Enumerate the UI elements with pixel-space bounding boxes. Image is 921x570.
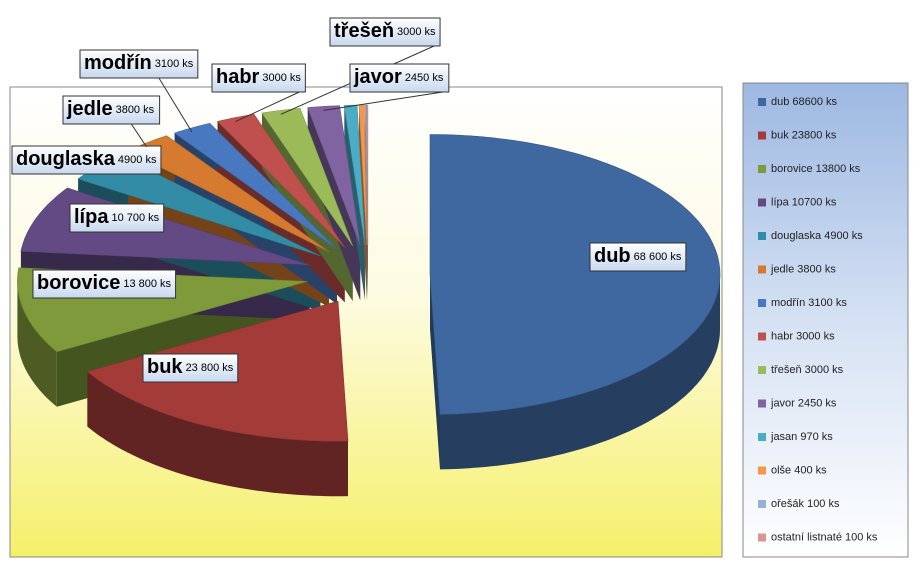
slice xyxy=(343,104,366,246)
data-label-value: 10 700 ks xyxy=(111,212,159,224)
data-label-box xyxy=(349,63,450,93)
legend-swatch xyxy=(758,198,766,207)
legend-swatch xyxy=(758,98,766,106)
leader-line xyxy=(235,91,300,123)
legend-label: lípa 10700 ks xyxy=(771,196,837,208)
legend-label: borovice 13800 ks xyxy=(771,163,861,175)
slice-side xyxy=(87,371,349,497)
data-label: modřín 3100 ks xyxy=(79,49,199,79)
leader-line xyxy=(130,123,147,148)
data-label-text: douglaska 4900 ks xyxy=(16,148,157,170)
data-label-box xyxy=(329,17,441,47)
data-label-box xyxy=(79,49,199,79)
legend-label: modřín 3100 ks xyxy=(771,297,847,309)
legend-label: třešeň 3000 ks xyxy=(771,364,844,376)
data-label-box xyxy=(69,203,165,233)
data-label: třešeň 3000 ks xyxy=(329,17,441,47)
legend-label: douglaska 4900 ks xyxy=(771,230,863,242)
data-label-text: habr 3000 ks xyxy=(216,66,301,88)
data-label-name: borovice xyxy=(37,272,120,294)
data-label-name: buk xyxy=(147,356,183,378)
data-label-text: lípa 10 700 ks xyxy=(74,206,160,228)
leader-line xyxy=(158,77,193,133)
data-label: buk 23 800 ks xyxy=(142,353,239,383)
data-label-value: 3100 ks xyxy=(155,58,194,70)
data-label-text: buk 23 800 ks xyxy=(147,356,234,378)
slice-side xyxy=(17,281,57,407)
data-label-name: modřín xyxy=(84,52,152,74)
data-label-text: borovice 13 800 ks xyxy=(37,272,172,294)
data-label-name: třešeň xyxy=(334,20,394,42)
legend-label: buk 23800 ks xyxy=(771,129,837,141)
data-label-box xyxy=(11,145,162,175)
legend-swatch xyxy=(758,332,766,341)
slice xyxy=(366,104,369,246)
slice-wall xyxy=(344,105,365,301)
legend-swatch xyxy=(758,165,766,173)
data-label: dub 68 600 ks xyxy=(589,242,687,272)
data-label-name: dub xyxy=(594,245,631,267)
data-label-box xyxy=(32,269,177,299)
data-label: lípa 10 700 ks xyxy=(69,203,165,233)
legend-swatch xyxy=(758,366,766,374)
data-label-name: douglaska xyxy=(16,148,116,170)
data-label-name: jedle xyxy=(66,98,113,120)
legend-label: ořešák 100 ks xyxy=(771,498,840,510)
slice xyxy=(261,107,353,247)
data-label-text: dub 68 600 ks xyxy=(594,245,682,267)
data-label-value: 4900 ks xyxy=(118,154,157,166)
slice xyxy=(173,122,338,250)
slice-wall xyxy=(359,105,367,301)
legend-swatch xyxy=(758,131,766,140)
data-label-value: 3000 ks xyxy=(262,72,301,84)
legend-label: habr 3000 ks xyxy=(771,330,835,342)
legend-swatch xyxy=(758,500,766,508)
data-label-box xyxy=(589,242,687,272)
legend-swatch xyxy=(758,232,766,240)
legend-swatch xyxy=(758,299,766,307)
data-label-value: 23 800 ks xyxy=(186,362,234,374)
data-label-box xyxy=(62,95,161,125)
data-label-value: 13 800 ks xyxy=(123,278,171,290)
legend-label: olše 400 ks xyxy=(771,464,827,476)
legend-swatch xyxy=(758,399,766,408)
data-label-name: javor xyxy=(353,66,402,88)
data-label: habr 3000 ks xyxy=(211,63,306,93)
legend-label: jedle 3800 ks xyxy=(770,263,836,275)
legend-swatch xyxy=(758,433,766,441)
legend-swatch xyxy=(758,466,766,475)
slice xyxy=(358,104,368,246)
legend-swatch xyxy=(758,265,766,274)
data-label-text: modřín 3100 ks xyxy=(84,52,194,74)
slice xyxy=(307,105,361,246)
data-label: jedle 3800 ks xyxy=(62,95,161,125)
slice xyxy=(429,134,721,415)
data-label-text: javor 2450 ks xyxy=(353,66,444,88)
legend-swatch xyxy=(758,533,766,542)
slice-side xyxy=(440,274,720,470)
data-label-text: jedle 3800 ks xyxy=(66,98,155,120)
leader-line xyxy=(323,91,443,111)
data-label: borovice 13 800 ks xyxy=(32,269,177,299)
data-label-value: 2450 ks xyxy=(405,72,444,84)
legend-label: dub 68600 ks xyxy=(771,96,838,108)
data-label-value: 68 600 ks xyxy=(634,251,682,263)
legend-box xyxy=(742,82,909,558)
data-label-text: třešeň 3000 ks xyxy=(334,20,436,42)
legend-label: ostatní listnaté 100 ks xyxy=(771,531,878,543)
data-label-box xyxy=(211,63,306,93)
slice-wall xyxy=(430,274,440,470)
data-label-box xyxy=(142,353,239,383)
data-label-value: 3800 ks xyxy=(116,104,155,116)
data-label-value: 3000 ks xyxy=(397,26,436,38)
data-label: javor 2450 ks xyxy=(349,63,450,93)
legend-label: jasan 970 ks xyxy=(770,431,833,443)
data-label-name: lípa xyxy=(74,206,109,228)
legend-label: javor 2450 ks xyxy=(770,397,837,409)
data-label-name: habr xyxy=(216,66,260,88)
data-label: douglaska 4900 ks xyxy=(11,145,162,175)
